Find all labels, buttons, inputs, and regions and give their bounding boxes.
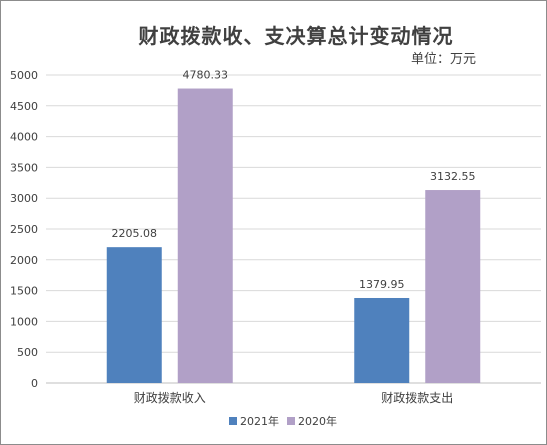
y-tick-label: 500 [17,346,38,359]
y-tick-label: 1500 [10,285,38,298]
y-tick-label: 4500 [10,100,38,113]
x-axis-categories: 财政拨款收入 财政拨款支出 [134,391,454,405]
data-label: 2205.08 [112,227,158,240]
legend-label: 2021年 [240,414,279,428]
legend-swatch [229,417,237,425]
y-tick-label: 0 [31,377,38,390]
legend: 2021年 2020年 [229,414,337,428]
bar [354,297,410,383]
y-axis-ticks: 0 500 1000 1500 2000 2500 3000 3500 4000 4500 5000 [10,69,38,390]
bar [425,190,481,383]
data-label: 3132.55 [430,170,476,183]
y-tick-label: 2500 [10,223,38,236]
category-label: 财政拨款收入 [134,391,206,405]
bar [106,247,162,383]
y-tick-label: 4000 [10,131,38,144]
data-labels: 2205.08 4780.33 1379.95 3132.55 [112,69,476,291]
unit-label: 单位：万元 [411,52,476,67]
y-tick-label: 1000 [10,315,38,328]
bar [177,88,233,383]
y-tick-label: 5000 [10,69,38,82]
data-label: 1379.95 [359,278,405,291]
legend-label: 2020年 [298,414,337,428]
y-tick-label: 3500 [10,161,38,174]
legend-swatch [287,417,295,425]
y-tick-label: 2000 [10,254,38,267]
data-label: 4780.33 [183,69,229,82]
category-label: 财政拨款支出 [381,391,453,405]
y-tick-label: 3000 [10,192,38,205]
chart-title: 财政拨款收、支决算总计变动情况 [139,24,454,48]
bars [106,88,481,383]
